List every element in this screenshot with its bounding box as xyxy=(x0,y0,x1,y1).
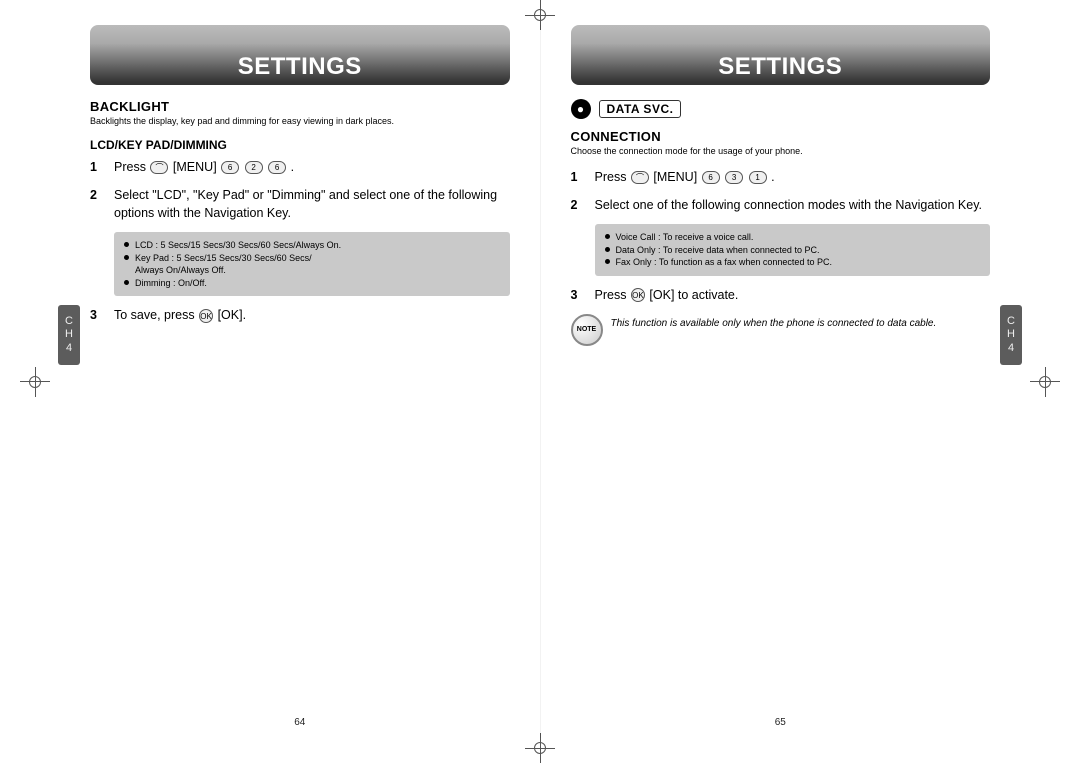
right-page: C H 4 SETTINGS ● DATA SVC. CONNECTION Ch… xyxy=(540,25,1021,738)
step-number: 2 xyxy=(571,196,585,214)
note-callout: NOTE This function is available only whe… xyxy=(571,314,991,346)
bullet-icon xyxy=(124,280,129,285)
info-text: Fax Only : To function as a fax when con… xyxy=(616,256,832,269)
info-line: Data Only : To receive data when connect… xyxy=(605,244,981,257)
chapter-tab-line: C xyxy=(1007,315,1015,328)
page-header: SETTINGS xyxy=(90,25,510,85)
key-icon: 1 xyxy=(749,171,767,184)
step-text: [MENU] xyxy=(653,170,700,184)
step-item: 2 Select one of the following connection… xyxy=(571,196,991,214)
key-icon: 2 xyxy=(245,161,263,174)
step-text: Press xyxy=(595,288,630,302)
step-text: Press xyxy=(595,170,630,184)
pill-bullet-icon: ● xyxy=(571,99,591,119)
crop-mark-left xyxy=(20,367,50,397)
step-number: 3 xyxy=(571,286,585,304)
key-icon: OK xyxy=(199,309,213,323)
step-text: . xyxy=(291,160,294,174)
key-icon: ⌒ xyxy=(631,171,649,184)
header-title: SETTINGS xyxy=(718,53,842,81)
info-line: Always On/Always Off. xyxy=(135,264,500,277)
step-number: 1 xyxy=(571,168,585,186)
chapter-tab-line: 4 xyxy=(1008,342,1014,355)
bullet-icon xyxy=(605,247,610,252)
steps-list: 1 Press ⌒ [MENU] 6 3 1 . 2 Select one of… xyxy=(571,168,991,346)
page-number: 65 xyxy=(775,717,786,728)
step-item: 3 Press OK [OK] to activate. xyxy=(571,286,991,304)
header-title: SETTINGS xyxy=(238,53,362,81)
bullet-icon xyxy=(124,242,129,247)
step-text: Press xyxy=(114,160,149,174)
info-box: Voice Call : To receive a voice call. Da… xyxy=(595,224,991,276)
step-body: Press ⌒ [MENU] 6 3 1 . xyxy=(595,168,991,186)
info-line: LCD : 5 Secs/15 Secs/30 Secs/60 Secs/Alw… xyxy=(124,239,500,252)
step-text: [MENU] xyxy=(173,160,220,174)
pill-title: DATA SVC. xyxy=(599,100,682,118)
step-body: To save, press OK [OK]. xyxy=(114,306,510,324)
info-line: Fax Only : To function as a fax when con… xyxy=(605,256,981,269)
step-number: 1 xyxy=(90,158,104,176)
section-heading: BACKLIGHT xyxy=(90,99,510,114)
step-text: . xyxy=(771,170,774,184)
steps-list: 1 Press ⌒ [MENU] 6 2 6 . 2 Select "LCD",… xyxy=(90,158,510,325)
key-icon: 6 xyxy=(221,161,239,174)
left-page: C H 4 SETTINGS BACKLIGHT Backlights the … xyxy=(60,25,540,738)
crop-mark-right xyxy=(1030,367,1060,397)
chapter-tab-line: H xyxy=(1007,328,1015,341)
step-body: Select one of the following connection m… xyxy=(595,196,991,214)
step-number: 3 xyxy=(90,306,104,324)
step-text: To save, press xyxy=(114,308,198,322)
info-line: Voice Call : To receive a voice call. xyxy=(605,231,981,244)
step-item: 2 Select "LCD", "Key Pad" or "Dimming" a… xyxy=(90,186,510,222)
step-body: Press OK [OK] to activate. xyxy=(595,286,991,304)
chapter-tab-right: C H 4 xyxy=(1000,305,1022,365)
info-box: LCD : 5 Secs/15 Secs/30 Secs/60 Secs/Alw… xyxy=(114,232,510,296)
page-header: SETTINGS xyxy=(571,25,991,85)
step-number: 2 xyxy=(90,186,104,222)
note-badge-icon: NOTE xyxy=(571,314,603,346)
info-text: Data Only : To receive data when connect… xyxy=(616,244,820,257)
key-icon: 6 xyxy=(268,161,286,174)
step-text: [OK] to activate. xyxy=(649,288,738,302)
info-text: Dimming : On/Off. xyxy=(135,277,207,290)
info-line: Dimming : On/Off. xyxy=(124,277,500,290)
chapter-tab-line: 4 xyxy=(66,342,72,355)
page-spread: C H 4 SETTINGS BACKLIGHT Backlights the … xyxy=(60,25,1020,738)
category-pill: ● DATA SVC. xyxy=(571,99,991,119)
note-text: This function is available only when the… xyxy=(611,314,937,330)
key-icon: 3 xyxy=(725,171,743,184)
bullet-icon xyxy=(124,255,129,260)
info-text: Key Pad : 5 Secs/15 Secs/30 Secs/60 Secs… xyxy=(135,252,312,265)
key-icon: OK xyxy=(631,288,645,302)
info-text: LCD : 5 Secs/15 Secs/30 Secs/60 Secs/Alw… xyxy=(135,239,341,252)
chapter-tab-left: C H 4 xyxy=(58,305,80,365)
step-body: Press ⌒ [MENU] 6 2 6 . xyxy=(114,158,510,176)
info-line: Key Pad : 5 Secs/15 Secs/30 Secs/60 Secs… xyxy=(124,252,500,265)
page-number: 64 xyxy=(294,717,305,728)
step-body: Select "LCD", "Key Pad" or "Dimming" and… xyxy=(114,186,510,222)
section-description: Choose the connection mode for the usage… xyxy=(571,146,991,158)
bullet-icon xyxy=(605,259,610,264)
step-text: [OK]. xyxy=(218,308,246,322)
key-icon: ⌒ xyxy=(150,161,168,174)
section-description: Backlights the display, key pad and dimm… xyxy=(90,116,510,128)
bullet-icon xyxy=(605,234,610,239)
step-item: 3 To save, press OK [OK]. xyxy=(90,306,510,324)
key-icon: 6 xyxy=(702,171,720,184)
section-heading: CONNECTION xyxy=(571,129,991,144)
step-item: 1 Press ⌒ [MENU] 6 3 1 . xyxy=(571,168,991,186)
step-item: 1 Press ⌒ [MENU] 6 2 6 . xyxy=(90,158,510,176)
chapter-tab-line: H xyxy=(65,328,73,341)
chapter-tab-line: C xyxy=(65,315,73,328)
info-text: Voice Call : To receive a voice call. xyxy=(616,231,754,244)
subsection-heading: LCD/KEY PAD/DIMMING xyxy=(90,138,510,152)
